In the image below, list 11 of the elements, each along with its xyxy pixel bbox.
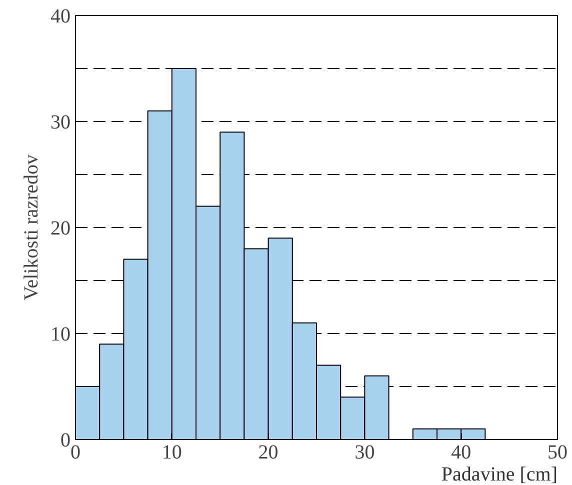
y-tick-label: 30	[50, 112, 70, 134]
y-axis-title: Velikosti razredov	[20, 154, 42, 301]
y-tick-label: 40	[50, 6, 70, 28]
x-tick-label: 10	[162, 442, 182, 464]
x-axis-title: Padavine [cm]	[441, 464, 558, 485]
x-tick-label: 20	[258, 442, 278, 464]
x-tick-label: 50	[548, 442, 568, 464]
x-tick-label: 30	[354, 442, 375, 464]
x-tick-label: 40	[451, 442, 472, 464]
y-tick-label: 10	[50, 324, 70, 346]
y-tick-label: 20	[50, 218, 70, 240]
